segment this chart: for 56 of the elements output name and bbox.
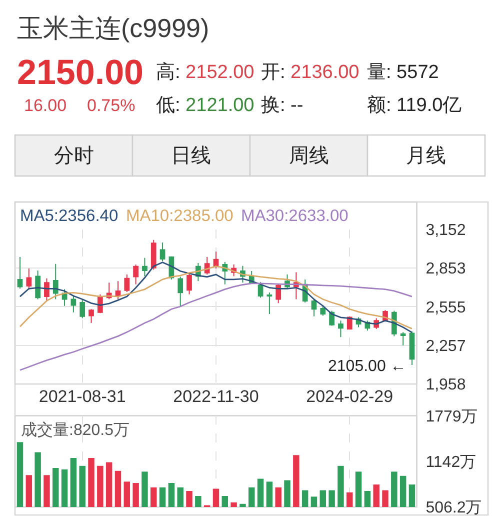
candlestick	[142, 257, 148, 277]
candlestick	[186, 272, 192, 295]
y-tick-label: 1,958	[426, 376, 466, 394]
text: 高: 2152.00	[156, 61, 254, 83]
text: 换: --	[261, 95, 304, 116]
candlestick	[17, 256, 23, 290]
text: 额: 119.0亿	[367, 94, 462, 116]
text: 0.75%	[87, 96, 136, 115]
line-series	[19, 282, 413, 371]
text: MA30:2633.00	[241, 207, 348, 225]
candlestick	[52, 263, 58, 300]
candlestick	[70, 296, 76, 313]
candlestick	[97, 294, 103, 314]
text: MA5:2356.40	[20, 207, 118, 225]
y-tick-label: 1779万	[426, 408, 478, 426]
y-tick-label: 506.2万	[426, 500, 482, 516]
candlestick	[178, 276, 184, 307]
x-tick-label: 2021-08-31	[38, 387, 126, 406]
text: 日线	[171, 145, 211, 167]
candlestick	[88, 308, 94, 324]
candlestick	[35, 270, 40, 300]
candlestick	[311, 298, 317, 317]
text: 分时	[54, 145, 94, 167]
candlestick	[338, 320, 344, 338]
candlestick	[266, 292, 272, 315]
text: 玉米主连(c9999)	[17, 13, 210, 43]
candlestick	[124, 274, 130, 293]
chart-title: 成交量:820.5万	[21, 421, 130, 439]
candlestick	[133, 264, 138, 285]
y-tick-label: 3,152	[426, 222, 466, 239]
y-tick-label: 1142万	[426, 454, 476, 471]
text: 低: 2121.00	[156, 95, 254, 116]
candlestick	[320, 304, 326, 316]
text: 周线	[289, 145, 329, 167]
candlestick	[150, 239, 156, 270]
y-tick-label: 2,555	[426, 299, 466, 316]
candlestick	[409, 331, 415, 366]
text: 月线	[406, 145, 446, 167]
candlestick	[115, 280, 121, 300]
candlestick	[160, 242, 166, 262]
text: 2150.00	[17, 53, 144, 92]
candlestick	[213, 251, 219, 269]
candlestick	[400, 332, 406, 346]
candlestick	[44, 278, 50, 302]
x-tick-label: 2022-11-30	[173, 387, 259, 406]
y-tick-label: 2,853	[426, 260, 466, 278]
annotation: 2105.00 ←	[328, 358, 406, 375]
x-tick-label: 2024-02-29	[306, 387, 394, 406]
candlestick	[276, 282, 282, 304]
candlestick	[26, 268, 32, 290]
text: 开: 2136.00	[261, 62, 360, 83]
text: MA10:2385.00	[126, 207, 234, 225]
candlestick	[80, 298, 86, 319]
text: 量: 5572	[367, 62, 439, 83]
text: 16.00	[24, 96, 67, 115]
y-tick-label: 2,257	[426, 338, 466, 355]
